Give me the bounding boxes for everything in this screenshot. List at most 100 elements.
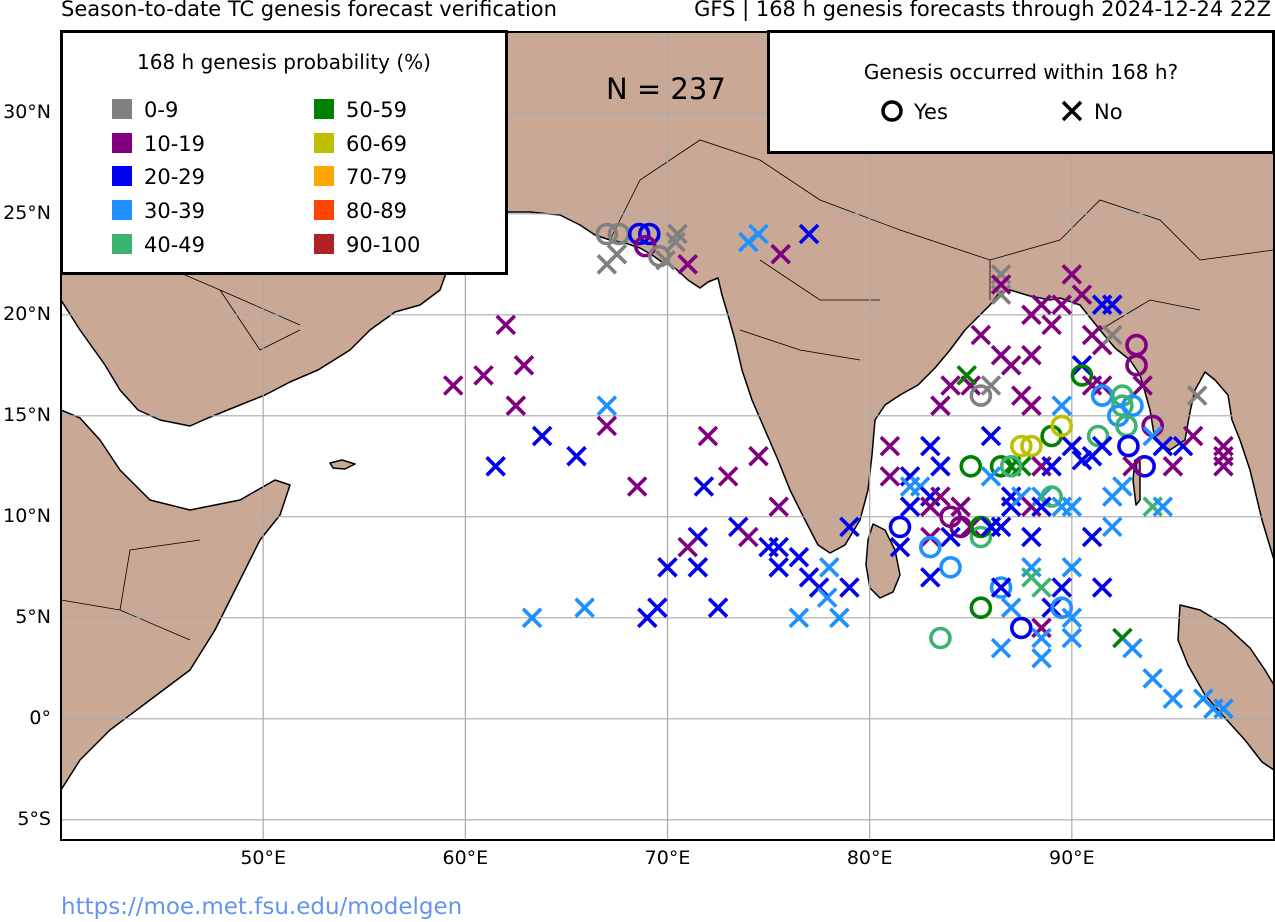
- genesis-no-marker: [531, 425, 553, 447]
- genesis-yes-marker: [989, 576, 1013, 599]
- probability-bin-label: 10-19: [144, 131, 206, 156]
- color-swatch: [314, 132, 334, 153]
- lon-tick-label: 60°E: [442, 847, 489, 869]
- genesis-no-marker: [1101, 324, 1123, 346]
- genesis-yes-marker: [939, 555, 962, 579]
- genesis-no-marker: [1051, 294, 1072, 315]
- lat-tick-label: 0°: [29, 706, 51, 729]
- genesis-no-marker: [1021, 395, 1042, 416]
- probability-legend-item: 20-29: [112, 165, 205, 189]
- genesis-no-marker: [1132, 375, 1153, 396]
- genesis-no-marker: [707, 597, 729, 618]
- genesis-no-marker: [1031, 627, 1052, 649]
- genesis-no-marker: [513, 355, 535, 376]
- outcome-legend: Genesis occurred within 168 h? Yes No: [767, 30, 1275, 154]
- genesis-no-marker: [899, 496, 921, 517]
- genesis-no-marker: [930, 456, 951, 477]
- genesis-yes-marker: [1009, 616, 1033, 640]
- probability-legend-item: 80-89: [314, 199, 407, 223]
- genesis-yes-marker: [1133, 454, 1156, 478]
- genesis-no-marker: [748, 223, 769, 245]
- lat-tick-label: 10°N: [3, 504, 51, 527]
- genesis-no-marker: [1000, 355, 1022, 376]
- genesis-no-marker: [990, 637, 1012, 659]
- lon-tick-label: 50°E: [240, 847, 286, 869]
- genesis-yes-marker: [999, 454, 1023, 478]
- genesis-no-marker: [940, 375, 961, 396]
- color-swatch: [112, 233, 132, 254]
- source-url[interactable]: https://moe.met.fsu.edu/modelgen: [61, 894, 463, 920]
- genesis-yes-marker: [1111, 394, 1134, 418]
- probability-bin-label: 0-9: [144, 98, 179, 122]
- genesis-yes-marker: [1009, 434, 1033, 458]
- forecast-count: N = 237: [606, 72, 726, 106]
- genesis-yes-marker: [1050, 596, 1074, 620]
- genesis-no-marker: [818, 557, 840, 578]
- genesis-no-marker: [1101, 294, 1123, 315]
- genesis-no-marker: [1021, 344, 1042, 366]
- outcome-no-label: No: [1094, 100, 1123, 124]
- genesis-no-marker: [1213, 456, 1234, 477]
- genesis-no-marker: [1061, 496, 1083, 517]
- probability-bin-label: 80-89: [346, 199, 408, 224]
- genesis-yes-marker: [1020, 434, 1043, 458]
- genesis-no-marker: [1041, 456, 1062, 477]
- genesis-no-marker: [1182, 425, 1204, 447]
- genesis-no-marker: [920, 567, 941, 588]
- color-swatch: [314, 200, 334, 221]
- genesis-no-marker: [1031, 577, 1052, 598]
- socotra-island: [329, 459, 356, 470]
- genesis-no-marker: [829, 607, 850, 629]
- genesis-no-marker: [566, 445, 587, 467]
- genesis-yes-marker: [627, 222, 651, 246]
- probability-legend-item: 50-59: [314, 98, 407, 122]
- genesis-no-marker: [1031, 647, 1052, 669]
- circle-marker-icon: [881, 100, 903, 122]
- genesis-yes-marker: [1117, 434, 1140, 458]
- genesis-no-marker: [738, 526, 759, 548]
- probability-bin-label: 30-39: [144, 199, 206, 224]
- genesis-no-marker: [1061, 627, 1083, 649]
- color-swatch: [314, 166, 334, 187]
- genesis-no-marker: [920, 435, 941, 457]
- genesis-yes-marker: [1086, 424, 1110, 448]
- genesis-no-marker: [1122, 456, 1143, 477]
- genesis-no-marker: [1213, 698, 1234, 719]
- probability-legend-item: 60-69: [314, 132, 407, 156]
- genesis-yes-marker: [1070, 364, 1094, 387]
- genesis-no-marker: [956, 365, 977, 386]
- genesis-yes-marker: [1040, 485, 1063, 508]
- genesis-yes-marker: [1125, 353, 1148, 377]
- genesis-no-marker: [940, 526, 961, 548]
- genesis-no-marker: [1162, 688, 1184, 709]
- genesis-no-marker: [1061, 264, 1083, 285]
- genesis-no-marker: [596, 415, 618, 437]
- color-swatch: [112, 200, 132, 221]
- genesis-no-marker: [1152, 496, 1174, 517]
- genesis-yes-marker: [595, 222, 619, 246]
- outcome-yes-item: Yes: [880, 99, 948, 124]
- lat-tick-label: 30°N: [3, 100, 51, 123]
- model-subtitle: GFS | 168 h genesis forecasts through 20…: [694, 0, 1271, 21]
- genesis-no-marker: [606, 243, 628, 265]
- color-swatch: [314, 99, 334, 119]
- lon-tick-label: 70°E: [644, 847, 691, 869]
- genesis-no-marker: [1142, 668, 1163, 689]
- genesis-no-marker: [697, 425, 719, 447]
- genesis-no-marker: [1091, 435, 1113, 457]
- genesis-no-marker: [889, 536, 911, 558]
- genesis-no-marker: [521, 607, 543, 629]
- probability-legend-item: 90-100: [314, 233, 420, 257]
- genesis-no-marker: [788, 546, 810, 568]
- genesis-no-marker: [1051, 577, 1072, 598]
- x-marker-icon: [1061, 100, 1083, 122]
- genesis-yes-marker: [959, 454, 983, 478]
- genesis-no-marker: [1091, 577, 1113, 598]
- genesis-no-marker: [473, 365, 494, 386]
- genesis-no-marker: [1112, 476, 1133, 497]
- genesis-no-marker: [693, 476, 715, 497]
- genesis-yes-marker: [929, 626, 952, 650]
- genesis-yes-marker: [969, 596, 993, 620]
- genesis-no-marker: [677, 254, 698, 275]
